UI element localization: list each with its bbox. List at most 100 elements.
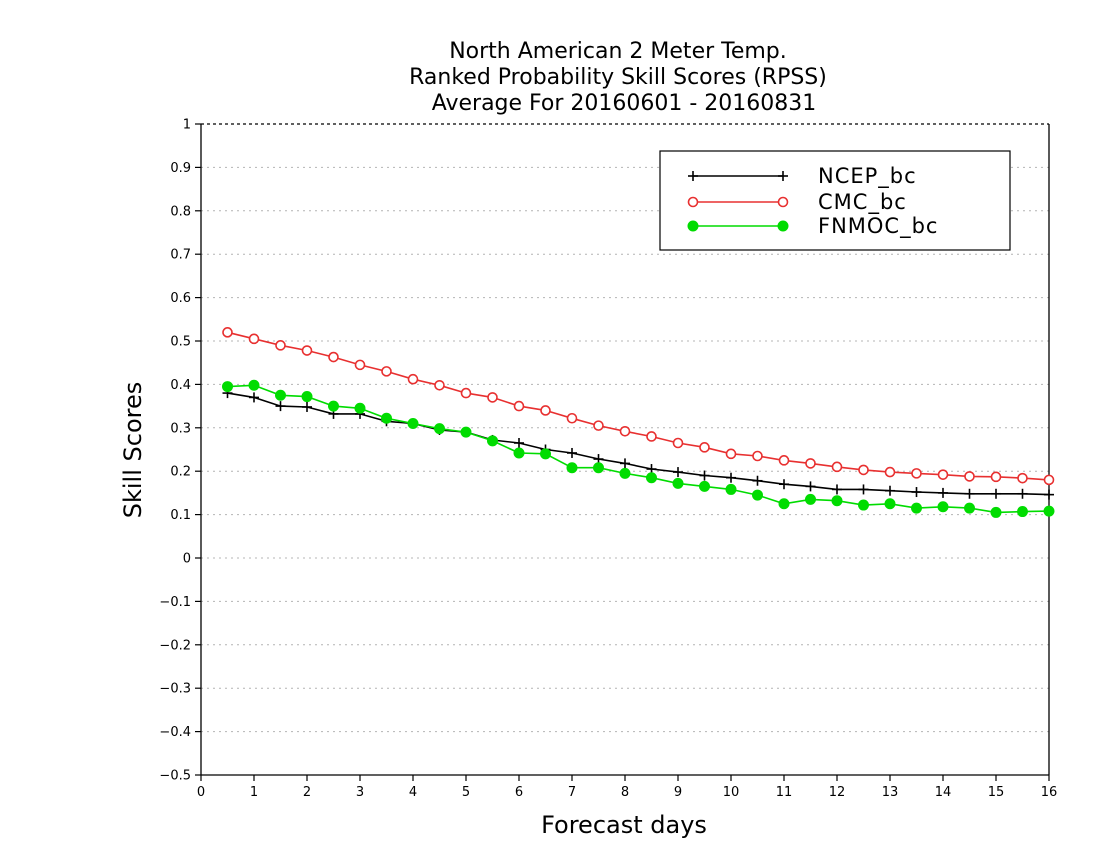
data-point-ncep-bc <box>885 485 895 496</box>
x-tick-label: 2 <box>303 785 311 800</box>
y-tick-label: 0.8 <box>170 204 191 219</box>
data-point-ncep-bc <box>858 484 869 495</box>
y-axis-ticks: −0.5 −0.4 −0.3 −0.2 −0.1 0 0.1 0.2 0.3 0.4 0.5 0.6 0… <box>159 118 201 784</box>
x-tick-label: 9 <box>674 785 682 800</box>
x-tick-label: 11 <box>776 785 793 800</box>
data-point-cmc-bc <box>275 340 286 351</box>
data-point-ncep-bc <box>991 488 1001 499</box>
data-point-cmc-bc <box>752 450 763 462</box>
y-tick-label: 0.3 <box>170 421 191 436</box>
data-point-fnmoc-bc <box>460 426 472 438</box>
data-point-cmc-bc <box>487 392 498 403</box>
data-point-ncep-bc <box>911 487 922 498</box>
x-tick-label: 5 <box>462 785 470 800</box>
legend-marker-fnmoc-bc <box>687 220 699 232</box>
data-point-ncep-bc <box>302 401 312 412</box>
data-point-fnmoc-bc <box>275 389 286 401</box>
legend-marker-ncep-bc <box>688 171 698 181</box>
data-point-cmc-bc <box>540 405 551 416</box>
data-point-cmc-bc <box>672 437 684 449</box>
x-tick-label: 13 <box>882 785 899 800</box>
data-point-ncep-bc <box>964 488 975 499</box>
data-point-fnmoc-bc <box>858 499 869 511</box>
data-point-cmc-bc <box>434 379 445 391</box>
data-point-fnmoc-bc <box>964 502 975 514</box>
data-point-fnmoc-bc <box>407 417 419 429</box>
x-tick-label: 14 <box>935 785 952 800</box>
y-tick-label: 0.4 <box>170 378 191 393</box>
data-point-fnmoc-bc <box>725 483 737 495</box>
data-point-fnmoc-bc <box>1017 506 1028 518</box>
data-point-fnmoc-bc <box>831 495 843 507</box>
x-tick-label: 4 <box>409 785 417 800</box>
x-axis-title: Forecast days <box>541 811 707 839</box>
y-tick-label: 1 <box>183 118 191 133</box>
data-point-fnmoc-bc <box>487 435 498 447</box>
data-point-fnmoc-bc <box>619 467 631 479</box>
y-tick-label: 0.1 <box>170 508 191 523</box>
y-tick-label: 0.5 <box>170 335 191 350</box>
data-point-fnmoc-bc <box>884 498 896 510</box>
data-point-cmc-bc <box>964 471 975 482</box>
data-point-fnmoc-bc <box>434 423 445 435</box>
data-point-ncep-bc <box>249 392 259 403</box>
data-point-fnmoc-bc <box>937 501 949 513</box>
legend-marker-cmc-bc <box>687 196 699 208</box>
data-point-fnmoc-bc <box>328 400 339 412</box>
data-point-cmc-bc <box>805 458 816 469</box>
data-point-fnmoc-bc <box>990 506 1002 518</box>
data-point-fnmoc-bc <box>1043 505 1055 517</box>
legend-label-ncep-bc: NCEP_bc <box>818 164 917 189</box>
data-point-fnmoc-bc <box>593 462 604 474</box>
y-tick-label: 0 <box>183 552 191 567</box>
x-axis-ticks: 0 1 2 3 4 5 6 7 8 9 10 11 12 13 14 15 16 <box>197 775 1057 800</box>
data-point-cmc-bc <box>990 471 1002 483</box>
data-point-cmc-bc <box>460 387 472 399</box>
data-point-ncep-bc <box>752 475 763 486</box>
data-point-fnmoc-bc <box>301 391 313 403</box>
y-tick-label: 0.2 <box>170 465 191 480</box>
data-point-fnmoc-bc <box>805 493 816 505</box>
y-tick-label: 0.6 <box>170 291 191 306</box>
x-tick-label: 3 <box>356 785 364 800</box>
data-point-ncep-bc <box>805 481 816 492</box>
data-point-fnmoc-bc <box>566 462 578 474</box>
data-point-fnmoc-bc <box>646 472 657 484</box>
data-point-fnmoc-bc <box>222 381 233 393</box>
data-point-ncep-bc <box>1017 488 1028 499</box>
data-point-cmc-bc <box>407 373 419 385</box>
data-point-cmc-bc <box>725 448 737 460</box>
data-point-fnmoc-bc <box>540 448 551 460</box>
data-point-cmc-bc <box>593 420 604 431</box>
data-point-cmc-bc <box>831 461 843 473</box>
series-cmc-bc <box>222 327 1055 486</box>
data-point-ncep-bc <box>938 487 948 498</box>
data-point-cmc-bc <box>911 468 922 479</box>
x-tick-label: 15 <box>988 785 1005 800</box>
legend-marker-cmc-bc <box>777 196 789 208</box>
y-tick-label: −0.5 <box>159 769 191 784</box>
data-point-cmc-bc <box>619 425 631 437</box>
series-fnmoc-bc <box>222 379 1055 518</box>
data-point-fnmoc-bc <box>911 502 922 514</box>
data-point-cmc-bc <box>884 466 896 478</box>
data-point-cmc-bc <box>222 327 233 338</box>
data-point-cmc-bc <box>301 345 313 356</box>
data-point-fnmoc-bc <box>699 480 710 492</box>
data-point-cmc-bc <box>858 464 869 476</box>
y-tick-label: 0.7 <box>170 248 191 263</box>
data-point-ncep-bc <box>726 472 736 483</box>
data-point-fnmoc-bc <box>513 447 525 459</box>
data-point-cmc-bc <box>381 366 392 377</box>
data-point-cmc-bc <box>566 412 578 424</box>
y-tick-label: −0.2 <box>159 638 191 653</box>
y-tick-label: 0.9 <box>170 161 191 176</box>
legend-label-cmc-bc: CMC_bc <box>818 190 907 215</box>
data-point-ncep-bc <box>275 401 286 412</box>
data-point-cmc-bc <box>699 442 710 453</box>
y-axis-title: Skill Scores <box>119 382 147 519</box>
chart-title-line-1: North American 2 Meter Temp. <box>449 39 787 64</box>
data-point-ncep-bc <box>832 484 842 495</box>
